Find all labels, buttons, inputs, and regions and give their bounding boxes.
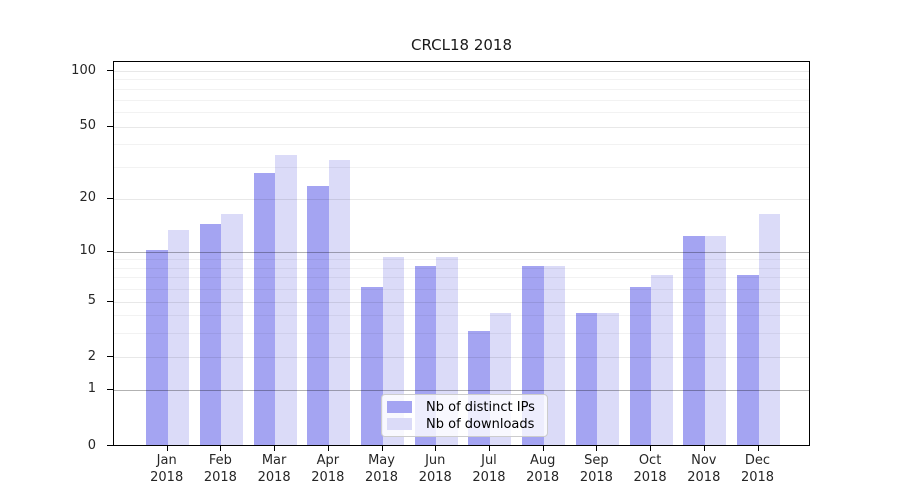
- legend-row: Nb of downloads: [387, 416, 539, 432]
- y-tick-mark: [107, 356, 113, 358]
- bar-downloads-apr: [328, 159, 351, 445]
- legend-swatch: [387, 401, 412, 413]
- x-tick-mark: [327, 446, 329, 451]
- x-tick-mark: [757, 446, 759, 451]
- bar-downloads-feb: [221, 213, 243, 445]
- y-tick-label-50: 50: [79, 118, 96, 134]
- x-tick-label-may: May 2018: [364, 453, 399, 485]
- x-tick-mark: [542, 446, 544, 451]
- bar-distinct-ips-mar: [253, 173, 276, 445]
- y-tick-mark: [107, 300, 113, 302]
- bar-downloads-mar: [275, 155, 297, 445]
- y-tick-label-0: 0: [87, 437, 96, 453]
- y-tick-mark: [107, 125, 113, 127]
- x-tick-mark: [381, 446, 383, 451]
- bar-distinct-ips-may: [361, 286, 383, 445]
- chart-title: CRCL18 2018: [410, 36, 512, 54]
- x-tick-label-dec: Dec 2018: [740, 453, 775, 485]
- x-tick-mark: [488, 446, 490, 451]
- x-tick-mark: [166, 446, 168, 451]
- plot-area: Nb of distinct IPs Nb of downloads: [113, 61, 810, 446]
- x-tick-label-apr: Apr 2018: [311, 453, 345, 485]
- x-tick-label-sep: Sep 2018: [579, 453, 613, 485]
- x-tick-label-feb: Feb 2018: [203, 453, 237, 485]
- legend-label: Nb of distinct IPs: [426, 399, 535, 415]
- y-tick-mark: [107, 388, 113, 390]
- y-tick-label-5: 5: [87, 293, 96, 309]
- bar-downloads-dec: [758, 213, 780, 445]
- y-tick-mark: [107, 250, 113, 252]
- legend: Nb of distinct IPs Nb of downloads: [381, 394, 548, 437]
- bar-distinct-ips-sep: [575, 313, 598, 445]
- legend-label: Nb of downloads: [426, 416, 535, 432]
- bar-downloads-jan: [167, 229, 190, 445]
- y-tick-label-20: 20: [79, 190, 96, 206]
- x-tick-label-jan: Jan 2018: [150, 453, 184, 485]
- y-tick-mark: [107, 445, 113, 447]
- y-tick-label-1: 1: [87, 381, 96, 397]
- y-tick-mark: [107, 70, 113, 71]
- legend-swatch: [387, 418, 412, 430]
- x-tick-label-jun: Jun 2018: [418, 453, 452, 485]
- x-tick-mark: [650, 446, 652, 451]
- x-tick-mark: [703, 446, 705, 451]
- x-tick-label-jul: Jul 2018: [472, 453, 506, 485]
- legend-row: Nb of distinct IPs: [387, 399, 539, 415]
- x-tick-label-nov: Nov 2018: [687, 453, 721, 485]
- bar-distinct-ips-dec: [737, 275, 759, 445]
- x-tick-mark: [274, 446, 276, 451]
- y-tick-mark: [107, 197, 113, 199]
- x-tick-label-aug: Aug 2018: [526, 453, 560, 485]
- x-tick-mark: [220, 446, 222, 451]
- bar-downloads-nov: [704, 235, 727, 445]
- bar-distinct-ips-feb: [199, 223, 222, 445]
- bar-downloads-sep: [597, 313, 619, 445]
- bar-distinct-ips-jan: [146, 249, 168, 445]
- bar-downloads-aug: [543, 265, 566, 445]
- y-tick-label-10: 10: [79, 243, 96, 259]
- x-tick-mark: [596, 446, 598, 451]
- bars-layer: [114, 62, 809, 445]
- y-tick-label-2: 2: [87, 348, 96, 364]
- x-tick-mark: [435, 446, 437, 451]
- bar-distinct-ips-apr: [307, 185, 329, 445]
- x-tick-label-oct: Oct 2018: [633, 453, 667, 485]
- x-tick-label-mar: Mar 2018: [257, 453, 291, 485]
- bar-distinct-ips-nov: [683, 235, 705, 445]
- bar-downloads-oct: [651, 275, 673, 445]
- bar-distinct-ips-oct: [629, 286, 652, 445]
- y-tick-label-100: 100: [71, 62, 96, 78]
